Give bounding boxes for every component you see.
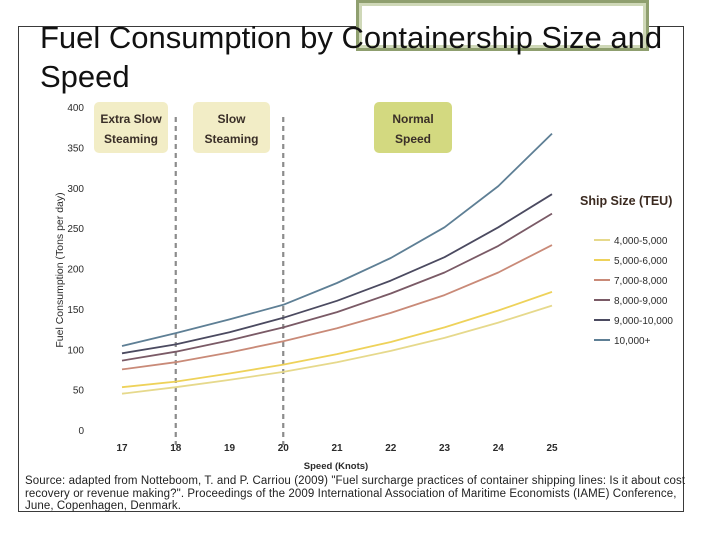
speed-zone-box — [193, 102, 270, 153]
slide-title: Fuel Consumption by Containership Size a… — [40, 20, 663, 94]
legend-label: 4,000-5,000 — [614, 236, 668, 247]
x-tick-label: 22 — [385, 443, 397, 454]
y-tick-label: 150 — [67, 305, 84, 316]
y-tick-label: 200 — [67, 265, 84, 276]
speed-zone-label: Slow — [217, 112, 246, 126]
speed-zone-label: Extra Slow — [100, 112, 162, 126]
series-line — [121, 244, 553, 371]
speed-zone-3: Normal Speed — [374, 102, 452, 153]
legend-item: 8,000-9,000 — [594, 296, 668, 307]
x-tick-label: 24 — [493, 443, 505, 454]
speed-zones: Extra Slow Steaming Slow Steaming Normal Spee… — [94, 102, 452, 153]
speed-zone-label: Normal — [392, 112, 433, 126]
y-axis: 0 50 100 150 200 250 300 350 400 — [67, 103, 84, 437]
legend-label: 7,000-8,000 — [614, 276, 668, 287]
series-line — [121, 304, 553, 395]
y-tick-label: 50 — [73, 386, 85, 397]
speed-zone-box — [374, 102, 452, 153]
legend-item: 9,000-10,000 — [594, 316, 673, 327]
speed-zone-1: Extra Slow Steaming — [94, 102, 168, 153]
series-line — [121, 291, 553, 389]
legend-label: 5,000-6,000 — [614, 256, 668, 267]
x-tick-label: 18 — [170, 443, 182, 454]
legend-item: 5,000-6,000 — [594, 256, 668, 267]
series-line — [121, 212, 553, 362]
legend-title: Ship Size (TEU) — [580, 194, 672, 208]
x-tick-label: 25 — [546, 443, 558, 454]
legend: 4,000-5,000 5,000-6,000 7,000-8,000 8,000-9… — [594, 236, 673, 347]
y-tick-label: 400 — [67, 103, 84, 114]
x-tick-label: 23 — [439, 443, 451, 454]
x-tick-label: 17 — [116, 443, 128, 454]
legend-item: 7,000-8,000 — [594, 276, 668, 287]
speed-zone-label: Steaming — [204, 132, 258, 146]
legend-label: 10,000+ — [614, 336, 651, 347]
legend-item: 10,000+ — [594, 336, 651, 347]
legend-item: 4,000-5,000 — [594, 236, 668, 247]
y-tick-label: 0 — [78, 426, 84, 437]
y-tick-label: 300 — [67, 184, 84, 195]
series-line — [121, 132, 553, 347]
speed-zone-2: Slow Steaming — [193, 102, 270, 153]
x-tick-label: 20 — [278, 443, 290, 454]
speed-zone-label: Steaming — [104, 132, 158, 146]
source-citation: Source: adapted from Notteboom, T. and P… — [25, 475, 686, 512]
x-tick-label: 21 — [331, 443, 343, 454]
series-lines — [121, 132, 553, 395]
legend-label: 9,000-10,000 — [614, 316, 673, 327]
y-tick-label: 100 — [67, 345, 84, 356]
y-tick-label: 250 — [67, 224, 84, 235]
x-axis-label: Speed (Knots) — [304, 461, 368, 472]
zone-boundaries — [174, 117, 285, 445]
title-accent-box — [356, 0, 649, 51]
speed-zone-label: Speed — [395, 132, 431, 146]
y-tick-label: 350 — [67, 143, 84, 154]
x-axis: 17 18 19 20 21 22 23 24 25 — [116, 443, 558, 454]
series-line — [121, 193, 553, 355]
y-axis-label: Fuel Consumption (Tons per day) — [54, 192, 66, 347]
legend-label: 8,000-9,000 — [614, 296, 668, 307]
x-tick-label: 19 — [224, 443, 236, 454]
speed-zone-box — [94, 102, 168, 153]
